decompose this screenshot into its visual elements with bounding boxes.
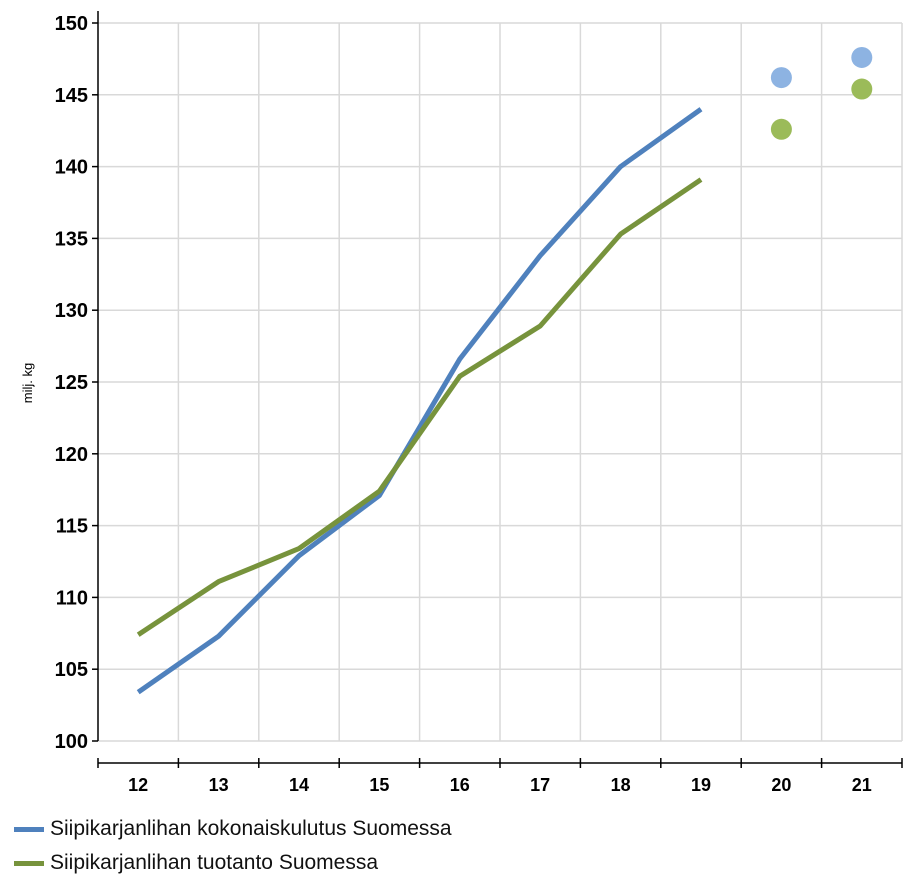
x-tick-label: 12	[128, 775, 148, 795]
x-tick-label: 19	[691, 775, 711, 795]
x-tick-label: 13	[209, 775, 229, 795]
forecast-point-0	[851, 46, 873, 68]
series	[136, 46, 873, 695]
y-tick-label: 150	[55, 13, 88, 35]
y-tick-label: 145	[55, 85, 88, 107]
forecast-point-0	[770, 67, 792, 89]
series-line-0	[136, 107, 703, 695]
y-tick-label: 110	[56, 587, 88, 609]
x-tick-label: 21	[852, 775, 872, 795]
x-tick-label: 14	[289, 775, 309, 795]
y-tick-labels: 100 105 110 115 120 125 130 135 140 145 150	[55, 13, 88, 753]
line-chart: 100 105 110 115 120 125 130 135 140 145 150 12 13 14…	[20, 11, 903, 795]
y-tick-label: 115	[56, 516, 88, 538]
legend-label-consumption: Siipikarjanlihan kokonaiskulutus Suomess…	[50, 817, 452, 840]
y-axis-label: milj. kg	[20, 363, 35, 403]
axes	[92, 11, 903, 768]
grid-lines	[98, 22, 903, 742]
x-tick-label: 17	[530, 775, 550, 795]
x-tick-label: 18	[611, 775, 631, 795]
y-tick-label: 140	[55, 157, 88, 179]
x-tick-label: 16	[450, 775, 470, 795]
y-tick-label: 135	[55, 228, 88, 250]
y-tick-label: 130	[55, 300, 88, 322]
series-line-1	[136, 177, 703, 637]
legend-label-production: Siipikarjanlihan tuotanto Suomessa	[50, 851, 379, 874]
y-tick-label: 120	[55, 444, 88, 466]
legend-swatch-production	[14, 860, 44, 866]
x-tick-label: 15	[369, 775, 389, 795]
x-tick-labels: 12 13 14 15 16 17 18 19 20 21	[128, 775, 872, 795]
legend-swatch-consumption	[14, 826, 44, 832]
legend-item-production: Siipikarjanlihan tuotanto Suomessa	[14, 851, 378, 875]
legend-item-consumption: Siipikarjanlihan kokonaiskulutus Suomess…	[14, 817, 452, 841]
forecast-point-1	[851, 78, 873, 100]
forecast-point-1	[770, 118, 792, 140]
x-tick-label: 20	[771, 775, 791, 795]
y-tick-label: 125	[55, 372, 88, 394]
y-tick-label: 100	[55, 731, 88, 753]
y-tick-label: 105	[55, 659, 88, 681]
